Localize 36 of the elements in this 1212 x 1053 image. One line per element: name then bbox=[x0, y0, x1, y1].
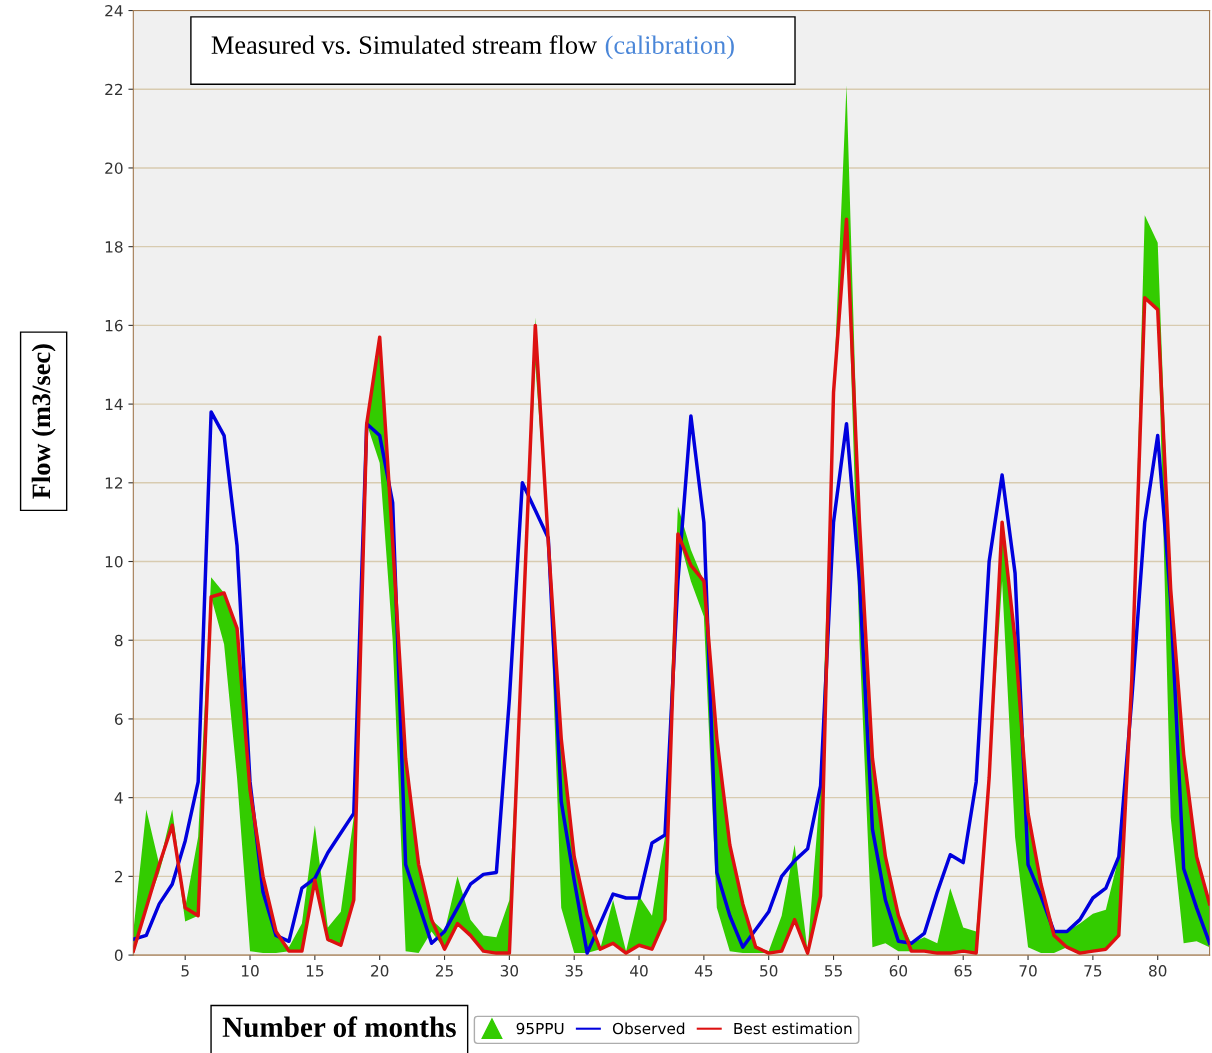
y-tick-label: 8 bbox=[114, 634, 123, 647]
y-tick-label: 6 bbox=[114, 713, 123, 725]
y-tick-label: 14 bbox=[105, 398, 123, 410]
x-tick-label: 15 bbox=[306, 965, 324, 977]
x-tick-label: 55 bbox=[824, 965, 842, 977]
legend-label: 95PPU bbox=[516, 1022, 564, 1035]
y-tick-label: 18 bbox=[105, 241, 123, 253]
text: Measured vs. Simulated stream flow bbox=[211, 35, 597, 55]
x-tick-label: 45 bbox=[694, 965, 713, 977]
legend-label: Observed bbox=[612, 1022, 685, 1035]
x-tick-label: 80 bbox=[1149, 965, 1167, 977]
y-tick-label: 2 bbox=[115, 870, 123, 883]
y-tick-label: 22 bbox=[105, 83, 123, 96]
x-axis-title: Number of months bbox=[222, 1016, 456, 1038]
text: (calibration) bbox=[605, 35, 734, 60]
x-tick-label: 50 bbox=[760, 965, 778, 977]
x-tick-label: 25 bbox=[435, 965, 453, 977]
y-tick-label: 24 bbox=[105, 5, 123, 17]
y-tick-label: 10 bbox=[105, 555, 123, 568]
y-axis-title: Flow (m3/sec) bbox=[31, 344, 56, 499]
x-tick-label: 75 bbox=[1084, 965, 1102, 977]
y-tick-label: 0 bbox=[114, 949, 123, 962]
y-tick-label: 16 bbox=[105, 319, 123, 332]
x-tick-label: 35 bbox=[565, 965, 583, 977]
x-tick-label: 40 bbox=[630, 965, 648, 977]
x-tick-label: 65 bbox=[954, 965, 972, 977]
x-tick-label: 20 bbox=[371, 965, 389, 977]
x-tick-label: 70 bbox=[1019, 965, 1037, 977]
x-tick-label: 60 bbox=[889, 965, 908, 977]
x-tick-label: 10 bbox=[241, 965, 259, 977]
x-tick-label: 5 bbox=[181, 965, 189, 977]
y-tick-label: 12 bbox=[105, 477, 123, 489]
y-tick-label: 4 bbox=[114, 792, 123, 804]
x-tick-label: 30 bbox=[500, 965, 519, 977]
legend-label: Best estimation bbox=[734, 1022, 852, 1035]
y-tick-label: 20 bbox=[105, 162, 123, 174]
